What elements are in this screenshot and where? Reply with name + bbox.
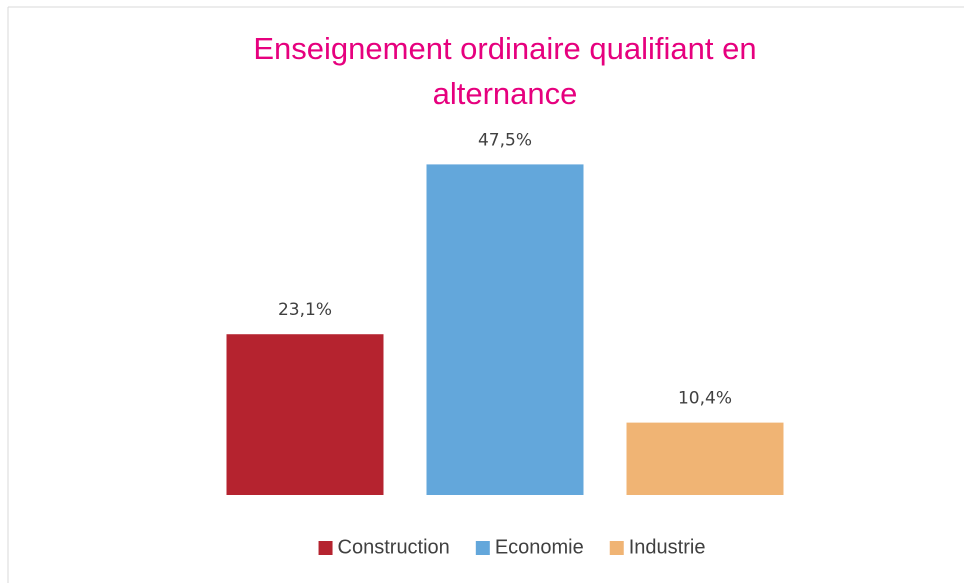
legend-swatch [318, 541, 333, 555]
bar [226, 334, 384, 495]
value-label: 23,1% [278, 300, 332, 320]
value-label: 47,5% [478, 130, 532, 150]
bar [626, 422, 784, 495]
value-label: 10,4% [678, 389, 732, 409]
chart-title: alternance [433, 76, 578, 111]
bar [426, 164, 584, 495]
legend-label: Economie [495, 536, 584, 558]
legend-swatch [475, 541, 490, 555]
legend-label: Industrie [629, 536, 706, 558]
chart-title: Enseignement ordinaire qualifiant en [253, 31, 756, 66]
legend-label: Construction [338, 536, 450, 558]
legend-swatch [609, 541, 624, 555]
